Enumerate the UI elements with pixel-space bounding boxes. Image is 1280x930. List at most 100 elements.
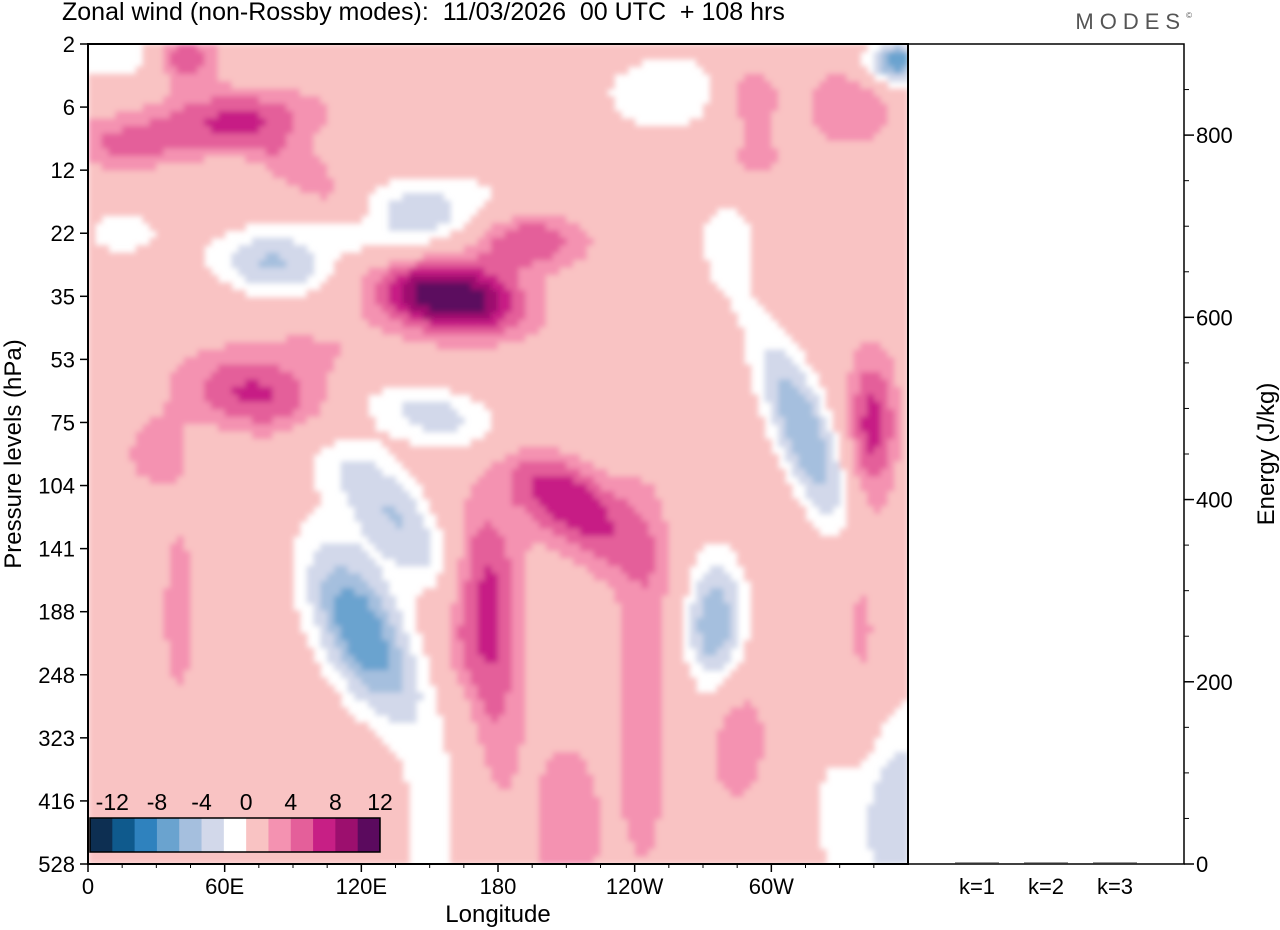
heatmap-cell	[785, 163, 792, 171]
heatmap-cell	[888, 223, 895, 231]
heatmap-cell	[225, 350, 232, 358]
heatmap-cell	[191, 230, 198, 238]
heatmap-cell	[689, 51, 696, 59]
heatmap-cell	[676, 238, 683, 246]
heatmap-cell	[696, 44, 703, 52]
heatmap-cell	[443, 74, 450, 82]
heatmap-cell	[334, 357, 341, 365]
heatmap-cell	[614, 253, 621, 261]
heatmap-cell	[102, 350, 109, 358]
heatmap-cell	[860, 111, 867, 119]
heatmap-cell	[396, 89, 403, 97]
heatmap-cell	[573, 178, 580, 186]
heatmap-cell	[717, 357, 724, 365]
heatmap-cell	[881, 201, 888, 209]
heatmap-cell	[170, 327, 177, 335]
heatmap-cell	[368, 156, 375, 164]
heatmap-cell	[710, 66, 717, 74]
heatmap-cell	[259, 171, 266, 179]
heatmap-cell	[724, 96, 731, 104]
heatmap-cell	[204, 268, 211, 276]
heatmap-cell	[402, 372, 409, 380]
heatmap-cell	[669, 178, 676, 186]
heatmap-cell	[204, 148, 211, 156]
heatmap-cell	[163, 133, 170, 141]
heatmap-cell	[853, 238, 860, 246]
heatmap-cell	[525, 59, 532, 67]
heatmap-cell	[894, 141, 901, 149]
heatmap-cell	[532, 327, 539, 335]
heatmap-cell	[225, 335, 232, 343]
heatmap-cell	[498, 320, 505, 328]
heatmap-cell	[573, 372, 580, 380]
heatmap-cell	[443, 163, 450, 171]
heatmap-cell	[566, 74, 573, 82]
heatmap-cell	[655, 253, 662, 261]
heatmap-cell	[156, 111, 163, 119]
heatmap-cell	[170, 372, 177, 380]
heatmap-cell	[129, 253, 136, 261]
heatmap-cell	[279, 111, 286, 119]
heatmap-cell	[327, 59, 334, 67]
heatmap-cell	[143, 260, 150, 268]
heatmap-cell	[655, 297, 662, 305]
heatmap-cell	[642, 350, 649, 358]
zonal-wind-heatmap	[88, 44, 909, 865]
heatmap-cell	[560, 230, 567, 238]
heatmap-cell	[430, 111, 437, 119]
heatmap-cell	[607, 365, 614, 373]
heatmap-cell	[211, 372, 218, 380]
heatmap-cell	[437, 245, 444, 253]
heatmap-cell	[710, 96, 717, 104]
heatmap-cell	[669, 238, 676, 246]
heatmap-cell	[279, 59, 286, 67]
heatmap-cell	[498, 379, 505, 387]
heatmap-cell	[218, 342, 225, 350]
heatmap-cell	[95, 163, 102, 171]
heatmap-cell	[826, 215, 833, 223]
heatmap-cell	[266, 178, 273, 186]
heatmap-cell	[211, 305, 218, 313]
heatmap-cell	[560, 111, 567, 119]
heatmap-cell	[156, 44, 163, 52]
heatmap-cell	[416, 297, 423, 305]
heatmap-cell	[491, 178, 498, 186]
heatmap-cell	[778, 89, 785, 97]
heatmap-cell	[771, 372, 778, 380]
heatmap-cell	[730, 193, 737, 201]
heatmap-cell	[737, 201, 744, 209]
heatmap-cell	[751, 238, 758, 246]
heatmap-cell	[136, 245, 143, 253]
heatmap-cell	[245, 342, 252, 350]
heatmap-cell	[853, 96, 860, 104]
heatmap-cell	[888, 119, 895, 127]
heatmap-cell	[259, 111, 266, 119]
heatmap-cell	[635, 245, 642, 253]
heatmap-cell	[307, 335, 314, 343]
heatmap-cell	[211, 74, 218, 82]
heatmap-cell	[327, 365, 334, 373]
heatmap-cell	[423, 260, 430, 268]
heatmap-cell	[478, 163, 485, 171]
heatmap-cell	[396, 357, 403, 365]
heatmap-cell	[833, 312, 840, 320]
heatmap-cell	[560, 305, 567, 313]
heatmap-cell	[402, 268, 409, 276]
heatmap-cell	[368, 305, 375, 313]
heatmap-cell	[683, 253, 690, 261]
heatmap-cell	[703, 66, 710, 74]
heatmap-cell	[778, 320, 785, 328]
heatmap-cell	[245, 186, 252, 194]
heatmap-cell	[430, 215, 437, 223]
heatmap-cell	[744, 59, 751, 67]
heatmap-cell	[812, 365, 819, 373]
heatmap-cell	[416, 283, 423, 291]
heatmap-cell	[710, 148, 717, 156]
heatmap-cell	[327, 215, 334, 223]
heatmap-cell	[225, 193, 232, 201]
heatmap-cell	[396, 104, 403, 112]
heatmap-cell	[184, 297, 191, 305]
heatmap-cell	[478, 357, 485, 365]
heatmap-cell	[710, 119, 717, 127]
heatmap-cell	[683, 178, 690, 186]
